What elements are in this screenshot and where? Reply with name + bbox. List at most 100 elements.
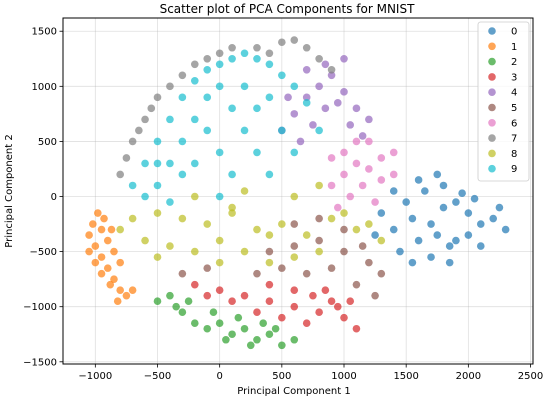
data-point	[253, 308, 261, 316]
data-point	[365, 220, 373, 228]
legend-marker	[488, 43, 496, 51]
x-tick-label: −500	[144, 371, 171, 382]
data-point	[191, 248, 199, 256]
data-point	[340, 226, 348, 234]
data-point	[290, 83, 298, 91]
data-point	[365, 116, 373, 124]
data-point	[179, 171, 187, 179]
data-point	[309, 121, 317, 129]
data-point	[353, 281, 361, 289]
data-point	[203, 220, 211, 228]
data-point	[297, 138, 305, 146]
data-point	[409, 259, 417, 267]
data-point	[458, 189, 466, 197]
data-point	[465, 209, 473, 217]
data-point	[253, 149, 261, 157]
data-point	[278, 341, 286, 349]
y-tick-label: 1000	[32, 82, 57, 93]
data-point	[141, 160, 149, 168]
data-point	[154, 94, 162, 102]
data-point	[203, 325, 211, 333]
data-point	[346, 297, 354, 305]
data-point	[166, 160, 174, 168]
data-point	[154, 209, 162, 217]
data-point	[179, 71, 187, 79]
data-point	[371, 231, 379, 239]
data-point	[266, 231, 274, 239]
data-point	[315, 55, 323, 63]
data-point	[179, 94, 187, 102]
legend-box	[478, 22, 529, 181]
data-point	[378, 154, 386, 162]
data-point	[216, 319, 224, 327]
data-point	[328, 154, 336, 162]
data-point	[359, 132, 367, 140]
data-point	[216, 259, 224, 267]
data-point	[378, 270, 386, 278]
data-point	[390, 149, 398, 157]
data-point	[166, 198, 174, 206]
data-point	[421, 187, 429, 195]
data-point	[290, 286, 298, 294]
data-point	[216, 149, 224, 157]
x-axis-label: Principal Component 1	[237, 386, 350, 397]
data-point	[359, 182, 367, 190]
data-point	[147, 105, 155, 113]
data-point	[203, 94, 211, 102]
data-point	[129, 215, 137, 223]
data-point	[477, 220, 485, 228]
data-point	[135, 127, 143, 135]
data-point	[241, 83, 249, 91]
y-tick-label: 1500	[32, 27, 57, 38]
data-point	[98, 253, 106, 261]
data-point	[390, 226, 398, 234]
data-point	[365, 165, 373, 173]
data-point	[266, 60, 274, 68]
data-point	[241, 248, 249, 256]
data-point	[179, 138, 187, 146]
data-point	[303, 270, 311, 278]
data-point	[216, 286, 224, 294]
data-point	[89, 220, 97, 228]
data-point	[228, 171, 236, 179]
data-point	[340, 88, 348, 96]
data-point	[106, 281, 114, 289]
data-point	[284, 94, 292, 102]
data-point	[85, 248, 93, 256]
x-tick-label: 2500	[518, 371, 543, 382]
data-point	[378, 176, 386, 184]
y-axis-label: Principal Component 2	[4, 134, 15, 247]
data-point	[396, 248, 404, 256]
data-point	[340, 314, 348, 322]
data-point	[433, 231, 441, 239]
data-point	[266, 94, 274, 102]
data-point	[446, 259, 454, 267]
data-point	[166, 83, 174, 91]
data-point	[378, 209, 386, 217]
data-point	[440, 182, 448, 190]
data-point	[104, 237, 112, 245]
data-point	[92, 242, 100, 250]
data-point	[203, 127, 211, 135]
data-point	[216, 60, 224, 68]
data-point	[110, 248, 118, 256]
data-point	[278, 264, 286, 272]
legend-marker	[488, 73, 496, 81]
data-point	[477, 242, 485, 250]
data-point	[427, 253, 435, 261]
data-point	[278, 127, 286, 135]
data-point	[154, 182, 162, 190]
data-point	[415, 237, 423, 245]
data-point	[179, 215, 187, 223]
data-point	[328, 264, 336, 272]
data-point	[100, 215, 108, 223]
data-point	[203, 55, 211, 63]
data-point	[315, 83, 323, 91]
data-point	[278, 314, 286, 322]
data-point	[315, 182, 323, 190]
x-tick-label: 2000	[456, 371, 481, 382]
data-point	[191, 319, 199, 327]
data-point	[290, 220, 298, 228]
data-point	[241, 49, 249, 57]
y-tick-label: −500	[30, 247, 57, 258]
